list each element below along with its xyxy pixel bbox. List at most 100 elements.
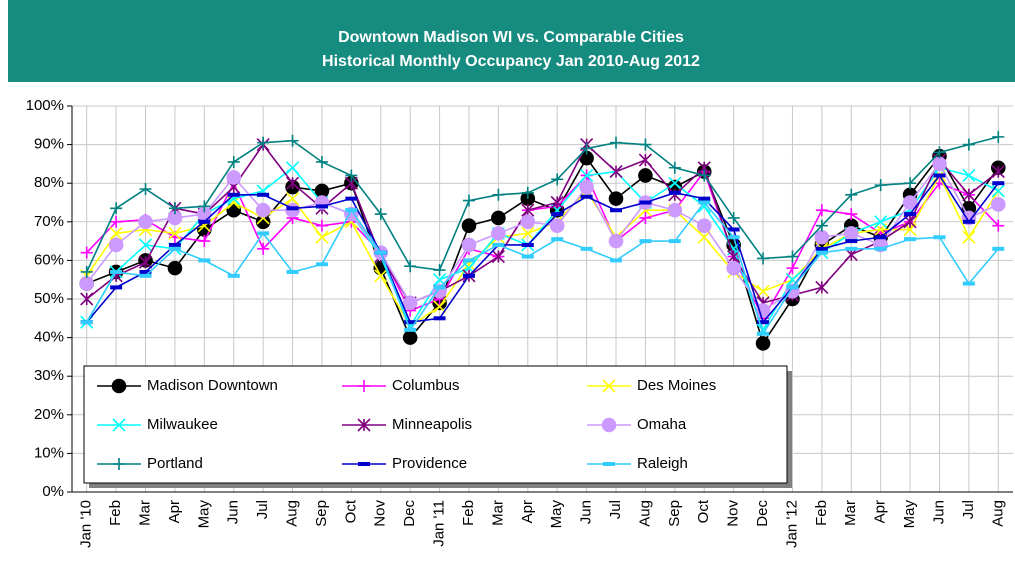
marker: [492, 188, 505, 201]
legend-label: Madison Downtown: [147, 377, 278, 394]
marker: [285, 161, 300, 175]
marker: [79, 276, 95, 291]
marker: [491, 249, 505, 264]
marker: [110, 202, 123, 215]
marker: [991, 184, 1005, 198]
marker: [815, 280, 829, 294]
marker: [904, 177, 917, 190]
marker: [433, 264, 446, 277]
marker: [374, 208, 387, 221]
marker: [198, 200, 211, 213]
marker: [345, 169, 358, 182]
marker: [902, 195, 918, 210]
marker: [992, 130, 1005, 143]
marker: [433, 300, 447, 314]
marker: [286, 134, 299, 147]
marker: [80, 246, 93, 259]
x-tick-label: Apr: [519, 500, 536, 523]
y-tick-label: 0%: [42, 483, 64, 500]
marker: [726, 260, 741, 276]
x-tick-label: Aug: [284, 500, 301, 527]
marker: [990, 197, 1006, 212]
marker: [138, 238, 153, 252]
marker: [667, 202, 683, 218]
legend: Madison Downtown Columbus Des Moines Milwau…: [83, 365, 792, 488]
marker: [962, 230, 976, 244]
marker: [402, 295, 418, 311]
x-tick-label: Nov: [372, 500, 389, 527]
x-tick-label: Feb: [813, 500, 830, 526]
marker: [757, 252, 770, 265]
marker: [601, 417, 617, 433]
marker: [520, 214, 536, 230]
x-tick-label: Jun: [578, 500, 595, 524]
legend-label: Portland: [147, 455, 203, 472]
y-tick-label: 50%: [34, 290, 64, 307]
marker: [843, 226, 859, 241]
marker: [580, 168, 594, 183]
marker: [80, 265, 93, 278]
marker: [404, 260, 417, 273]
marker: [698, 169, 711, 182]
marker: [845, 188, 858, 201]
marker: [579, 179, 594, 195]
marker: [113, 458, 125, 470]
legend-label: Des Moines: [637, 377, 716, 394]
x-tick-label: Dec: [754, 500, 771, 527]
marker: [610, 136, 623, 149]
marker: [111, 378, 127, 394]
y-tick-label: 90%: [34, 136, 64, 153]
marker: [402, 330, 418, 345]
x-tick-label: Jan '10: [78, 500, 95, 548]
x-tick-label: Jun: [225, 500, 242, 524]
marker: [167, 260, 183, 276]
x-tick-label: Oct: [695, 499, 712, 523]
marker: [602, 379, 616, 393]
marker: [697, 230, 711, 244]
x-tick-label: Feb: [107, 500, 124, 526]
marker: [168, 226, 182, 240]
marker: [110, 215, 123, 228]
marker: [814, 229, 830, 245]
marker: [639, 138, 652, 151]
legend-label: Omaha: [637, 416, 687, 433]
chart-subtitle: Historical Monthly Occupancy Jan 2010-Au…: [322, 53, 700, 70]
y-tick-label: 10%: [34, 444, 64, 461]
plot: [79, 130, 1006, 351]
legend-label: Raleigh: [637, 455, 688, 472]
series: [80, 168, 1005, 333]
x-tick-label: Feb: [460, 500, 477, 526]
x-tick-label: Aug: [989, 500, 1006, 527]
marker: [962, 168, 976, 183]
marker: [491, 226, 506, 241]
marker: [521, 226, 535, 240]
series: [79, 148, 1006, 351]
marker: [992, 219, 1005, 232]
y-tick-label: 20%: [34, 406, 64, 423]
marker: [357, 418, 371, 432]
y-tick-label: 30%: [34, 367, 64, 384]
marker: [874, 215, 888, 229]
marker: [668, 176, 682, 190]
marker: [462, 194, 475, 207]
x-tick-label: May: [901, 500, 918, 529]
marker: [285, 192, 300, 206]
x-tick-label: Jul: [960, 500, 977, 519]
marker: [227, 155, 240, 168]
marker: [638, 168, 653, 183]
marker: [226, 202, 242, 218]
y-tick-label: 40%: [34, 329, 64, 346]
series-line: [86, 169, 999, 321]
x-tick-label: May: [195, 500, 212, 529]
marker: [358, 380, 370, 392]
series: [79, 156, 1006, 318]
legend-label: Milwaukee: [147, 416, 218, 433]
x-tick-label: Mar: [489, 500, 506, 526]
y-tick-label: 70%: [34, 213, 64, 230]
y-tick-label: 100%: [26, 97, 64, 114]
marker: [257, 136, 270, 149]
series: [80, 200, 1005, 336]
marker: [815, 204, 828, 217]
marker: [491, 210, 506, 226]
marker: [285, 176, 300, 190]
